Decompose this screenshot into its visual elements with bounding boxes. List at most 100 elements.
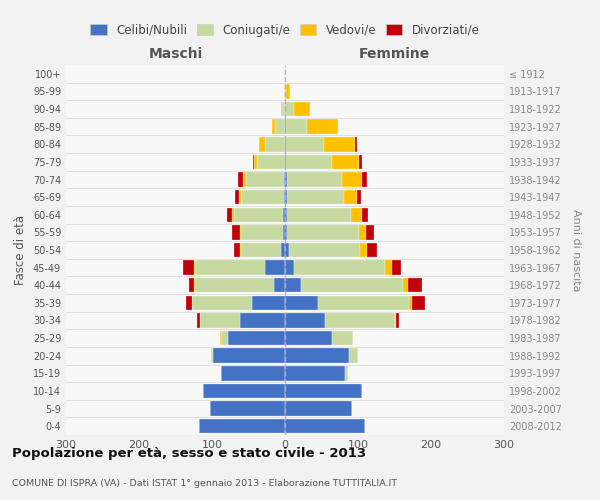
Bar bbox=[282, 102, 285, 117]
Bar bbox=[362, 208, 368, 222]
Bar bbox=[275, 120, 285, 134]
Bar bbox=[265, 260, 285, 275]
Bar bbox=[285, 348, 349, 363]
Bar bbox=[281, 102, 282, 117]
Bar bbox=[325, 314, 395, 328]
Bar bbox=[257, 154, 285, 169]
Bar bbox=[227, 208, 232, 222]
Bar bbox=[285, 402, 352, 416]
Bar bbox=[253, 154, 254, 169]
Bar bbox=[285, 102, 294, 117]
Bar bbox=[286, 154, 332, 169]
Bar bbox=[203, 384, 285, 398]
Bar bbox=[232, 225, 240, 240]
Bar bbox=[301, 278, 403, 292]
Bar bbox=[285, 137, 286, 152]
Bar bbox=[240, 314, 285, 328]
Bar bbox=[211, 348, 214, 363]
Bar bbox=[332, 154, 359, 169]
Bar bbox=[366, 225, 374, 240]
Bar bbox=[200, 314, 240, 328]
Bar bbox=[241, 225, 283, 240]
Bar bbox=[284, 84, 285, 98]
Bar bbox=[287, 225, 359, 240]
Bar bbox=[194, 260, 195, 275]
Bar bbox=[195, 260, 265, 275]
Bar bbox=[286, 84, 290, 98]
Bar bbox=[238, 172, 242, 186]
Bar bbox=[281, 243, 285, 257]
Bar bbox=[228, 331, 285, 345]
Bar bbox=[287, 190, 344, 204]
Bar bbox=[285, 225, 287, 240]
Bar bbox=[188, 278, 194, 292]
Bar bbox=[285, 314, 325, 328]
Bar bbox=[283, 225, 285, 240]
Bar bbox=[285, 84, 286, 98]
Bar bbox=[285, 419, 365, 434]
Bar bbox=[287, 208, 352, 222]
Bar bbox=[342, 172, 362, 186]
Bar bbox=[289, 243, 360, 257]
Text: COMUNE DI ISPRA (VA) - Dati ISTAT 1° gennaio 2013 - Elaborazione TUTTITALIA.IT: COMUNE DI ISPRA (VA) - Dati ISTAT 1° gen… bbox=[12, 479, 397, 488]
Bar bbox=[283, 208, 285, 222]
Bar bbox=[392, 260, 401, 275]
Bar bbox=[367, 243, 377, 257]
Y-axis label: Fasce di età: Fasce di età bbox=[14, 215, 27, 285]
Bar bbox=[332, 331, 353, 345]
Bar bbox=[252, 296, 285, 310]
Bar bbox=[349, 348, 358, 363]
Bar bbox=[286, 137, 325, 152]
Bar bbox=[286, 120, 307, 134]
Bar bbox=[359, 154, 362, 169]
Text: Popolazione per età, sesso e stato civile - 2013: Popolazione per età, sesso e stato civil… bbox=[12, 448, 366, 460]
Bar bbox=[285, 120, 286, 134]
Bar bbox=[234, 208, 283, 222]
Bar bbox=[355, 137, 356, 152]
Bar bbox=[359, 225, 366, 240]
Bar bbox=[395, 314, 396, 328]
Bar bbox=[284, 190, 285, 204]
Bar bbox=[345, 366, 348, 380]
Bar bbox=[241, 243, 281, 257]
Bar bbox=[265, 137, 285, 152]
Bar bbox=[409, 278, 422, 292]
Bar bbox=[285, 331, 332, 345]
Bar bbox=[285, 190, 287, 204]
Bar bbox=[221, 331, 228, 345]
Bar bbox=[294, 260, 385, 275]
Bar bbox=[403, 278, 409, 292]
Bar bbox=[287, 172, 342, 186]
Bar bbox=[294, 102, 310, 117]
Bar bbox=[191, 296, 192, 310]
Bar bbox=[195, 278, 274, 292]
Bar bbox=[234, 243, 240, 257]
Text: Maschi: Maschi bbox=[148, 48, 203, 62]
Bar bbox=[385, 260, 392, 275]
Bar bbox=[285, 278, 301, 292]
Bar bbox=[285, 208, 287, 222]
Bar bbox=[239, 190, 241, 204]
Bar bbox=[285, 366, 345, 380]
Bar bbox=[183, 260, 194, 275]
Bar bbox=[192, 296, 252, 310]
Bar bbox=[285, 243, 289, 257]
Bar bbox=[210, 402, 285, 416]
Bar bbox=[242, 172, 245, 186]
Bar bbox=[220, 331, 221, 345]
Bar bbox=[318, 296, 409, 310]
Bar bbox=[194, 278, 195, 292]
Bar bbox=[240, 243, 241, 257]
Bar bbox=[285, 296, 318, 310]
Bar bbox=[285, 172, 287, 186]
Bar bbox=[357, 190, 361, 204]
Bar bbox=[259, 137, 265, 152]
Bar bbox=[285, 384, 362, 398]
Bar bbox=[187, 296, 191, 310]
Y-axis label: Anni di nascita: Anni di nascita bbox=[571, 209, 581, 291]
Bar bbox=[214, 348, 285, 363]
Bar bbox=[221, 366, 285, 380]
Bar bbox=[245, 172, 284, 186]
Bar bbox=[396, 314, 399, 328]
Bar bbox=[272, 120, 275, 134]
